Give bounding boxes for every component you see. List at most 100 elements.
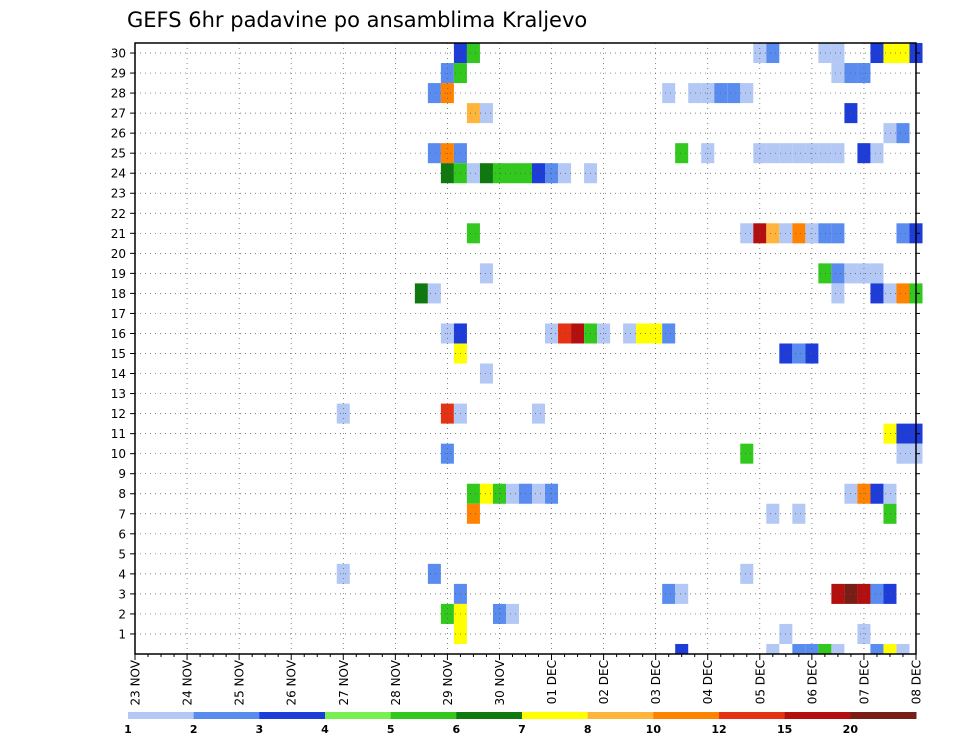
heatmap-cell	[532, 163, 546, 184]
colorbar-label: 15	[777, 723, 792, 736]
heatmap-cell	[466, 503, 480, 524]
heatmap-cell	[479, 483, 493, 504]
heatmap-cell	[818, 223, 832, 244]
heatmap-cell	[479, 163, 493, 184]
y-tick-label: 20	[111, 247, 126, 261]
colorbar-swatch	[784, 712, 851, 719]
heatmap-cell	[896, 443, 910, 464]
colorbar-swatch	[325, 712, 392, 719]
colorbar-swatch	[522, 712, 589, 719]
colorbar-swatch	[456, 712, 523, 719]
x-tick-label: 06 DEC	[805, 660, 819, 704]
chart-title: GEFS 6hr padavine po ansamblima Kraljevo	[127, 8, 587, 32]
heatmap-cell	[740, 223, 754, 244]
heatmap-cell	[818, 43, 832, 64]
heatmap-cell	[883, 123, 897, 144]
x-axis: 23 NOV 24 NOV 25 NOV 26 NOV 27 NOV 28 NOV 29 N…	[129, 654, 924, 706]
colorbar-swatch	[719, 712, 786, 719]
y-tick-label: 29	[111, 67, 126, 81]
heatmap-cell	[675, 583, 689, 604]
heatmap-cell	[818, 263, 832, 284]
y-tick-label: 16	[111, 327, 126, 341]
heatmap-cell	[636, 323, 650, 344]
y-tick-label: 5	[118, 547, 126, 561]
heatmap-cell	[532, 403, 546, 424]
y-tick-label: 21	[111, 227, 126, 241]
colorbar-swatch	[259, 712, 326, 719]
heatmap-cell	[740, 563, 754, 584]
heatmap-cell	[662, 83, 676, 104]
heatmap-cell	[558, 323, 572, 344]
y-axis: 1234567891011121314151617181920212223242…	[111, 47, 920, 641]
heatmap-cell	[662, 323, 676, 344]
heatmap-cell	[505, 603, 519, 624]
heatmap-cell	[571, 323, 585, 344]
heatmap-cell	[792, 643, 806, 654]
heatmap-cell	[427, 143, 441, 164]
y-tick-label: 28	[111, 87, 126, 101]
x-tick-label: 30 NOV	[493, 659, 507, 705]
heatmap-cell	[883, 483, 897, 504]
y-tick-label: 6	[118, 527, 126, 541]
heatmap-cell	[766, 143, 780, 164]
heatmap-cell	[883, 643, 897, 654]
colorbar: 1 2 3 4 5 6 7 8 10 12 15 20	[124, 712, 917, 736]
colorbar-label: 12	[711, 723, 726, 736]
heatmap-cell	[896, 643, 910, 654]
heatmap-cell	[466, 43, 480, 64]
heatmap-cell	[818, 143, 832, 164]
y-tick-label: 9	[118, 467, 126, 481]
heatmap-cell	[740, 83, 754, 104]
y-tick-label: 27	[111, 107, 126, 121]
colorbar-label: 3	[256, 723, 264, 736]
heatmap-cell	[662, 583, 676, 604]
heatmap-cell	[896, 283, 910, 304]
x-tick-label: 29 NOV	[441, 659, 455, 705]
y-tick-label: 3	[118, 587, 126, 601]
heatmap-cell	[831, 143, 845, 164]
x-tick-label: 04 DEC	[701, 660, 715, 704]
heatmap-cell	[883, 423, 897, 444]
x-tick-label: 28 NOV	[389, 659, 403, 705]
heatmap-cell	[870, 643, 884, 654]
x-tick-label: 08 DEC	[910, 660, 924, 704]
colorbar-label: 6	[453, 723, 461, 736]
heatmap-cell	[896, 223, 910, 244]
x-tick-label: 24 NOV	[181, 659, 195, 705]
heatmap-cell	[558, 163, 572, 184]
heatmap-cell	[740, 443, 754, 464]
x-tick-label: 05 DEC	[753, 660, 767, 704]
heatmap-cell	[505, 163, 519, 184]
x-tick-label: 02 DEC	[597, 660, 611, 704]
heatmap-cell	[883, 283, 897, 304]
heatmap-cell	[479, 103, 493, 124]
y-tick-label: 13	[111, 387, 126, 401]
heatmap-cell	[675, 143, 689, 164]
y-tick-label: 26	[111, 127, 126, 141]
y-tick-label: 14	[111, 367, 126, 381]
y-tick-label: 1	[118, 627, 126, 641]
heatmap-cell	[896, 423, 910, 444]
heatmap-cell	[427, 83, 441, 104]
y-tick-label: 18	[111, 287, 126, 301]
y-tick-label: 8	[118, 487, 126, 501]
heatmap-cell	[831, 583, 845, 604]
heatmap-cell	[831, 263, 845, 284]
heatmap-cell	[896, 43, 910, 64]
heatmap-cell	[870, 143, 884, 164]
heatmap-cells	[336, 43, 923, 654]
heatmap-cell	[870, 283, 884, 304]
colorbar-label: 1	[124, 723, 132, 736]
heatmap-cell	[466, 163, 480, 184]
heatmap-cell	[831, 283, 845, 304]
heatmap-cell	[831, 643, 845, 654]
y-tick-label: 7	[118, 507, 126, 521]
heatmap-cell	[479, 363, 493, 384]
colorbar-swatch	[193, 712, 260, 719]
heatmap-cell	[675, 643, 689, 654]
heatmap-cell	[466, 483, 480, 504]
y-tick-label: 19	[111, 267, 126, 281]
heatmap-cell	[766, 643, 780, 654]
colorbar-label: 4	[321, 723, 329, 736]
y-tick-label: 4	[118, 567, 126, 581]
